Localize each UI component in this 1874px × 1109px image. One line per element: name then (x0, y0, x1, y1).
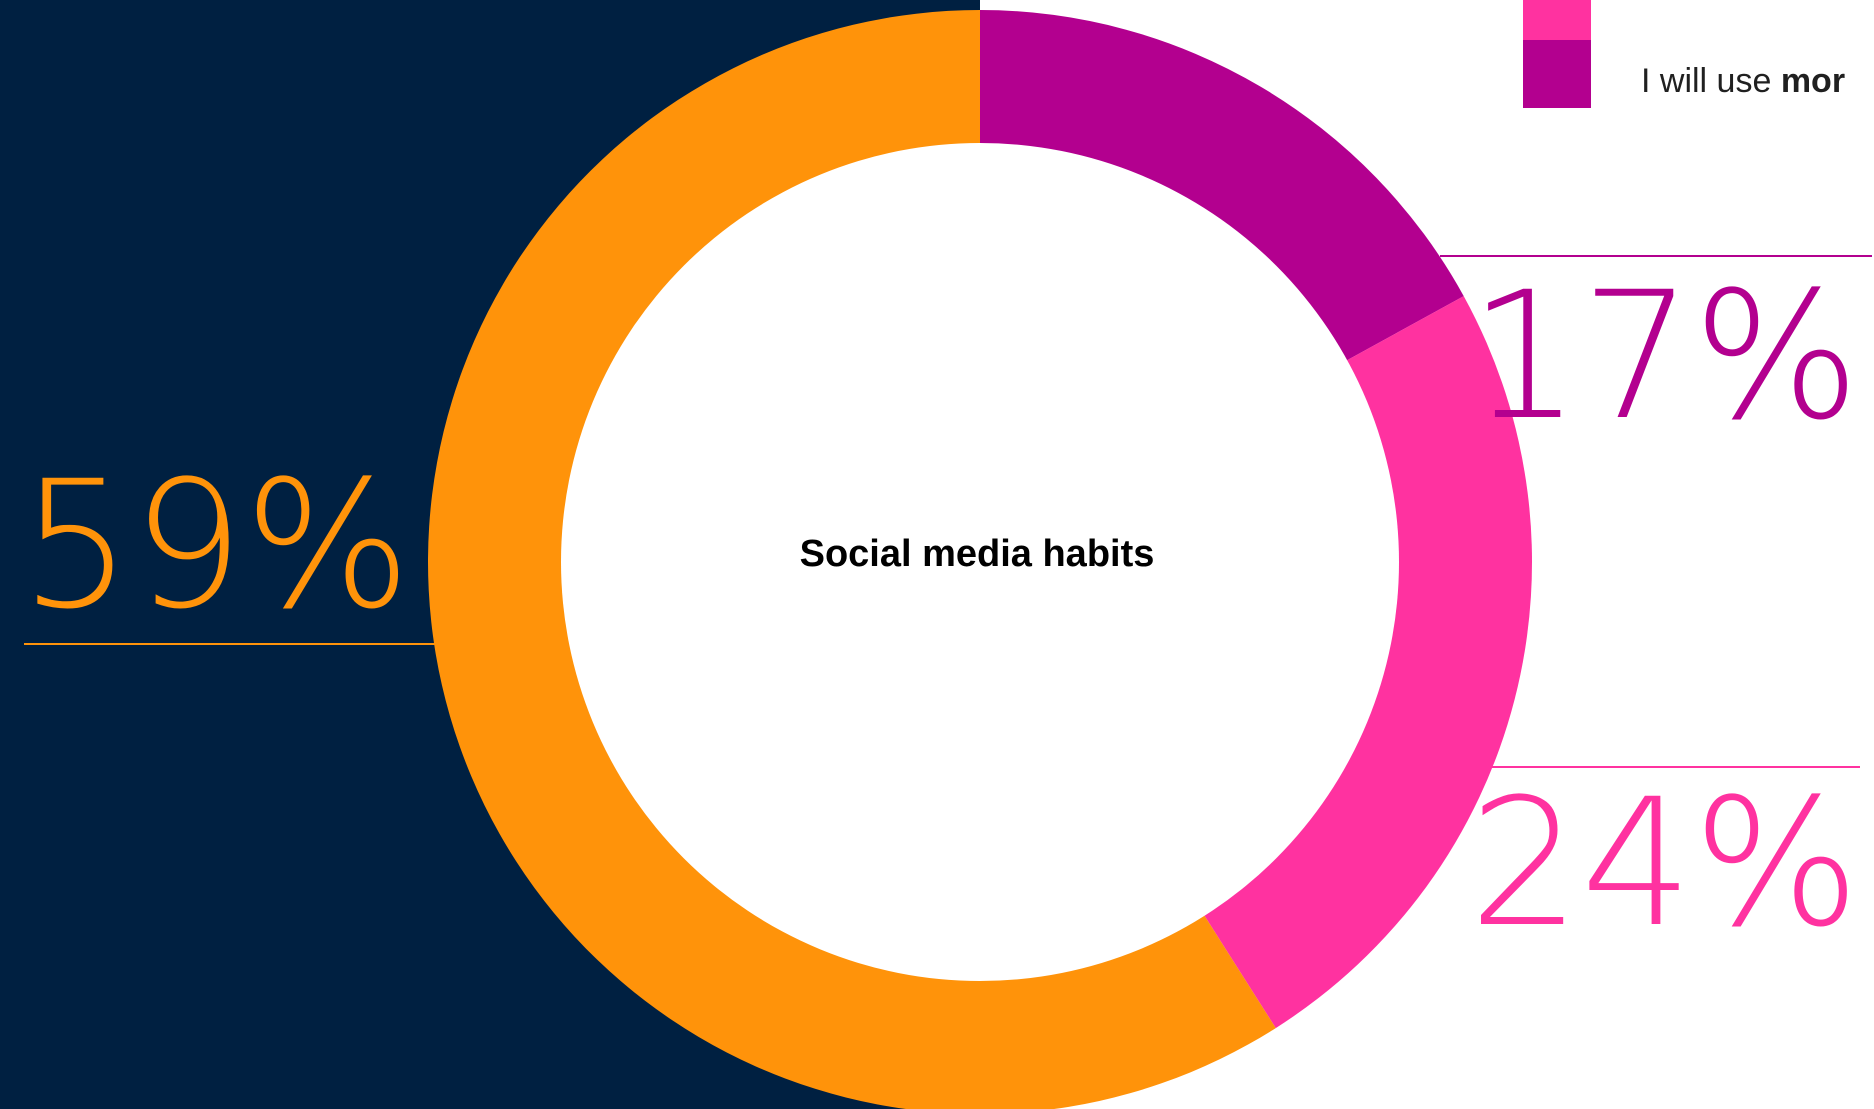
donut-center (561, 143, 1399, 981)
leader-lines (24, 255, 1872, 768)
percent-labels: 17% 24% 59% (20, 254, 1860, 966)
legend-label-prefix: I will use (1641, 62, 1781, 100)
label-59: 59% (20, 443, 411, 648)
legend-label-bold: mor (1780, 62, 1846, 100)
legend-swatch-pink (1523, 0, 1591, 42)
legend-label-purple: I will use mor (1641, 61, 1845, 101)
chart-title: Social media habits (800, 533, 1155, 575)
label-24: 24% (1469, 761, 1860, 966)
label-17: 17% (1469, 254, 1860, 459)
legend-swatch-purple (1523, 40, 1591, 108)
